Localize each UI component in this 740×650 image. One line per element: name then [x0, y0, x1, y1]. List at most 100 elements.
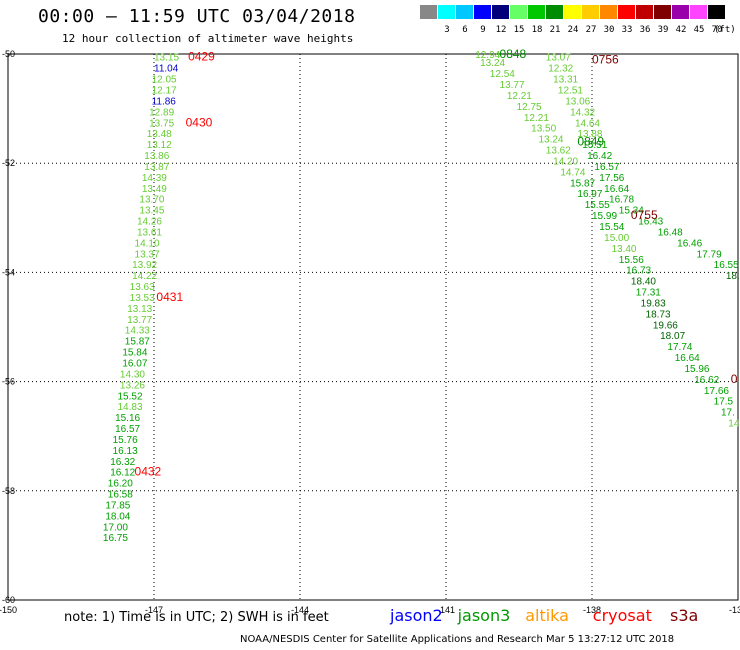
wave-height-value: 13.49	[142, 184, 167, 195]
pass-time-label: 0756	[592, 52, 619, 66]
lat-tick-label: -52	[2, 158, 15, 168]
wave-height-value: 17.85	[105, 500, 130, 511]
legend-unit: (ft)	[714, 25, 736, 35]
wave-height-value: 17.56	[599, 173, 624, 184]
pass-time-label: 0	[731, 372, 738, 386]
legend-swatch	[636, 5, 653, 19]
lat-tick-label: -60	[2, 595, 15, 605]
legend-label: 70	[711, 25, 723, 35]
wave-height-value: 15.76	[113, 435, 138, 446]
wave-height-value: 16.73	[626, 266, 651, 277]
legend-label: 36	[639, 25, 651, 35]
wave-height-value: 13.06	[565, 96, 590, 107]
lat-lon-grid	[7, 53, 739, 601]
wave-height-value: 13.15	[154, 53, 179, 64]
wave-height-value: 16.57	[594, 162, 619, 173]
wave-height-value: 15.52	[118, 391, 143, 402]
pass-time-label: 0429	[188, 50, 215, 64]
wave-height-value: 12.51	[558, 85, 583, 96]
legend-label: 24	[567, 25, 579, 35]
wave-height-value: 13.37	[135, 249, 160, 260]
legend-label: 42	[675, 25, 687, 35]
satellite-s3a: s3a	[670, 606, 699, 625]
wave-height-value: 12.05	[152, 75, 177, 86]
wave-height-value: 14.74	[560, 167, 585, 178]
wave-height-value: 13.92	[132, 260, 157, 271]
wave-height-value: 16.62	[694, 375, 719, 386]
pass-time-label: 0848	[500, 47, 527, 61]
legend-label: 9	[480, 25, 486, 35]
legend-label: 21	[549, 25, 561, 35]
wave-height-value: 13.77	[127, 315, 152, 326]
wave-height-value: 16.12	[110, 468, 135, 479]
legend-swatch	[708, 5, 725, 19]
wave-height-value: 19.66	[653, 320, 678, 331]
wave-height-value: 18.40	[631, 277, 656, 288]
wave-height-value: 16.43	[638, 217, 663, 228]
wave-height-value: 15.16	[115, 413, 140, 424]
wave-height-value: 15.87	[125, 337, 150, 348]
wave-height-value: 13.45	[139, 206, 164, 217]
legend-swatch	[564, 5, 581, 19]
lon-tick-label: -144	[291, 605, 309, 615]
wave-height-value: 13.07	[546, 53, 571, 64]
wave-height-value: 15.54	[599, 222, 624, 233]
color-scale-legend: 3 6 9 12 15 18 21 24 27 30 33 36 39 42 45 70 (ft)	[420, 5, 736, 37]
wave-height-value: 13.61	[137, 227, 162, 238]
legend-label: 12	[495, 25, 507, 35]
wave-height-value: 17.79	[697, 249, 722, 260]
wave-height-value: 14.20	[553, 156, 578, 167]
legend-label: 30	[603, 25, 615, 35]
pass-time-label: 0430	[186, 115, 213, 129]
wave-height-value: 13.75	[149, 118, 174, 129]
wave-height-value: 13.87	[144, 162, 169, 173]
wave-height-value: 18.04	[105, 511, 130, 522]
wave-height-value: 12.21	[507, 91, 532, 102]
wave-height-value: 16.78	[609, 195, 634, 206]
legend-swatch	[600, 5, 617, 19]
wave-height-value: 15.99	[592, 211, 617, 222]
wave-height-value: 16.75	[103, 533, 128, 544]
wave-height-value: 13.40	[611, 244, 636, 255]
wave-height-value: 15.84	[122, 348, 147, 359]
legend-swatch	[420, 5, 437, 19]
wave-height-value: 17.74	[667, 342, 692, 353]
wave-height-value: 13.12	[147, 140, 172, 151]
wave-height-value: 16.48	[658, 227, 683, 238]
pass-time-label: 0755	[631, 208, 658, 222]
legend-swatch	[438, 5, 455, 19]
lat-tick-label: -56	[2, 377, 15, 387]
lat-tick-label: -54	[2, 267, 15, 277]
pass-time-label: 0849	[577, 134, 604, 148]
wave-height-value: 14.33	[125, 326, 150, 337]
wave-height-value: 12.75	[517, 102, 542, 113]
legend-label: 3	[444, 25, 450, 35]
legend-swatch	[528, 5, 545, 19]
lon-tick-label: -147	[145, 605, 163, 615]
time-labels: 0429 0430 0431 0432 0848 0849 0756 0755 0	[135, 47, 738, 479]
satellite-cryosat: cryosat	[592, 606, 652, 625]
wave-height-value: 14	[728, 419, 740, 430]
wave-height-value: 17.	[721, 408, 735, 419]
legend-swatch	[690, 5, 707, 19]
wave-height-value: 14.64	[575, 118, 600, 129]
wave-height-value: 14.22	[132, 271, 157, 282]
wave-height-value: 16.42	[587, 151, 612, 162]
wave-height-value: 12.17	[152, 85, 177, 96]
wave-height-value: 16.55	[714, 260, 739, 271]
legend-label: 33	[621, 25, 633, 35]
wave-height-value: 16.20	[108, 479, 133, 490]
wave-height-value: 16.32	[110, 457, 135, 468]
wave-height-value: 16.64	[604, 184, 629, 195]
wave-height-value: 13.24	[538, 135, 563, 146]
wave-height-value: 15.55	[585, 200, 610, 211]
wave-height-value: 15.34	[619, 206, 644, 217]
wave-height-value: 13.86	[144, 151, 169, 162]
wave-height-value: 18.	[726, 271, 740, 282]
wave-height-value: 13.48	[147, 129, 172, 140]
wave-height-value: 19.83	[641, 298, 666, 309]
legend-label: 15	[513, 25, 525, 35]
wave-height-value: 18.07	[660, 331, 685, 342]
wave-height-value: 12.94	[475, 50, 500, 61]
